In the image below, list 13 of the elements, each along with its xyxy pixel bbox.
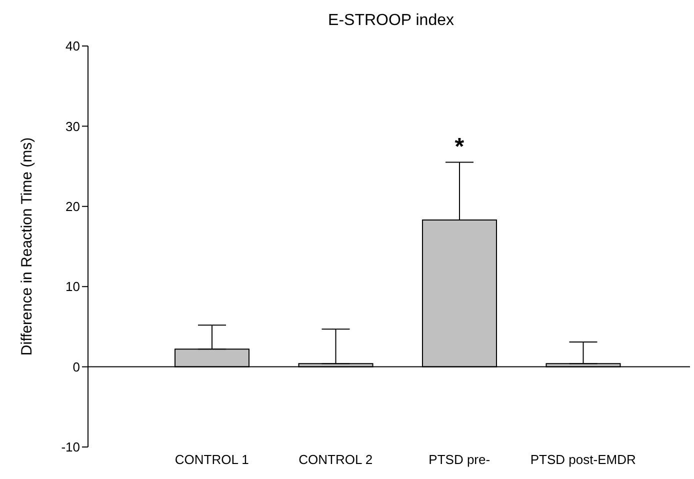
x-tick-label: CONTROL 2 — [298, 452, 373, 468]
y-tick-label: 20 — [66, 199, 80, 214]
y-tick-label: 0 — [72, 359, 80, 374]
y-tick-label: 40 — [66, 38, 80, 54]
y-tick-label: 10 — [66, 279, 80, 294]
y-tick-label: 30 — [66, 118, 80, 134]
x-tick-label: PTSD pre- — [428, 452, 490, 468]
y-axis-title: Difference in Reaction Time (ms) — [18, 137, 36, 356]
y-tick-label: -10 — [61, 440, 80, 455]
annotation: * — [454, 133, 465, 160]
x-tick-label: CONTROL 1 — [174, 452, 249, 468]
chart-title: E-STROOP index — [327, 12, 455, 30]
x-tick-label: PTSD post-EMDR — [530, 452, 636, 468]
